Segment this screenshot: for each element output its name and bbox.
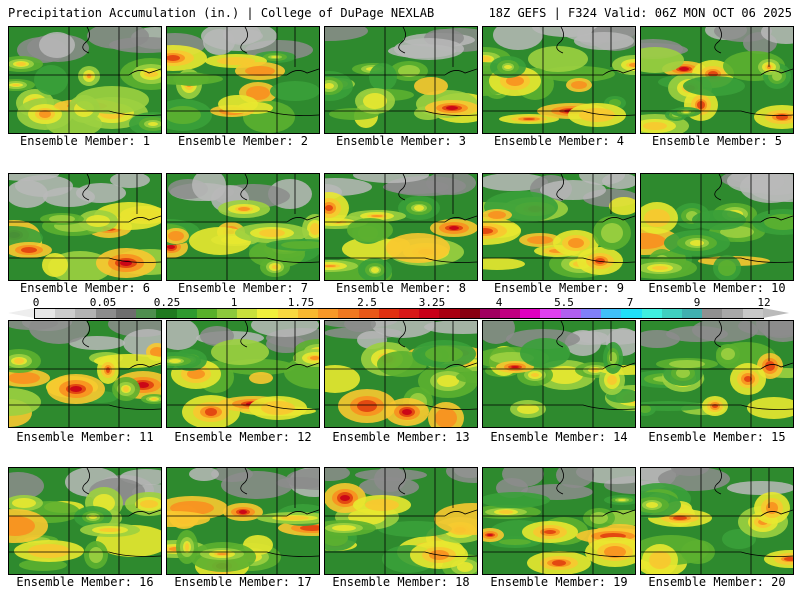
colorbar-swatch [318, 309, 339, 318]
colorbar-swatch [682, 309, 703, 318]
colorbar-swatch [641, 309, 662, 318]
colorbar-tick-label: 3.25 [418, 296, 446, 309]
ensemble-map-panel [640, 26, 794, 134]
ensemble-map-panel [166, 173, 320, 281]
colorbar-swatch [378, 309, 399, 318]
colorbar-tick-label: 1.75 [287, 296, 315, 309]
colorbar-tick-label: 1 [230, 296, 238, 309]
ensemble-member-label: Ensemble Member: 6 [19, 281, 151, 295]
ensemble-map-panel [640, 173, 794, 281]
colorbar-tick-label: 0.05 [89, 296, 117, 309]
colorbar-tick-label: 5.5 [554, 296, 574, 309]
ensemble-map-panel [324, 26, 478, 134]
map-title: Precipitation Accumulation (in.) | Colle… [8, 6, 435, 20]
ensemble-map-panel [324, 467, 478, 575]
ensemble-map-panel [8, 320, 162, 428]
ensemble-map-panel [166, 26, 320, 134]
ensemble-member-label: Ensemble Member: 10 [648, 281, 786, 295]
ensemble-map-panel [166, 320, 320, 428]
colorbar-swatch [216, 309, 238, 318]
ensemble-map-panel [482, 26, 636, 134]
colorbar-tick-label: 2.5 [357, 296, 377, 309]
colorbar-swatch [136, 309, 157, 318]
ensemble-member-label: Ensemble Member: 20 [648, 575, 786, 589]
ensemble-map-panel [482, 173, 636, 281]
colorbar-max-arrow [763, 308, 789, 318]
colorbar-swatch [237, 309, 258, 318]
ensemble-member-label: Ensemble Member: 16 [16, 575, 154, 589]
ensemble-map-panel [324, 320, 478, 428]
colorbar-swatch [257, 309, 278, 318]
colorbar-swatch [196, 309, 217, 318]
colorbar-swatch [722, 309, 743, 318]
colorbar-swatch [580, 309, 602, 318]
colorbar-swatch [338, 309, 359, 318]
colorbar-swatch [479, 309, 501, 318]
model-run-info: 18Z GEFS | F324 Valid: 06Z MON OCT 06 20… [488, 6, 792, 20]
ensemble-member-label: Ensemble Member: 8 [335, 281, 467, 295]
colorbar-swatch [55, 309, 76, 318]
colorbar-swatch [742, 309, 763, 318]
ensemble-member-label: Ensemble Member: 3 [335, 134, 467, 148]
colorbar-swatch [560, 309, 581, 318]
colorbar-swatch [95, 309, 116, 318]
ensemble-member-label: Ensemble Member: 7 [177, 281, 309, 295]
colorbar-swatch [156, 309, 177, 318]
ensemble-map-panel [8, 467, 162, 575]
colorbar-swatch [115, 309, 137, 318]
ensemble-map-panel [8, 26, 162, 134]
colorbar-swatch [702, 309, 723, 318]
ensemble-map-panel [640, 467, 794, 575]
colorbar-swatch [277, 309, 298, 318]
ensemble-member-label: Ensemble Member: 19 [490, 575, 628, 589]
ensemble-member-label: Ensemble Member: 12 [174, 430, 312, 444]
ensemble-member-label: Ensemble Member: 2 [177, 134, 309, 148]
colorbar-swatch [35, 309, 56, 318]
ensemble-member-label: Ensemble Member: 18 [332, 575, 470, 589]
colorbar-tick-label: 12 [757, 296, 771, 309]
ensemble-map-panel [8, 173, 162, 281]
colorbar-tick-label: 7 [626, 296, 634, 309]
colorbar-swatch [419, 309, 440, 318]
colorbar [34, 308, 764, 319]
colorbar-swatch [661, 309, 682, 318]
ensemble-member-label: Ensemble Member: 14 [490, 430, 628, 444]
colorbar-swatch [75, 309, 96, 318]
ensemble-map-panel [482, 467, 636, 575]
colorbar-swatch [358, 309, 379, 318]
ensemble-map-panel [166, 467, 320, 575]
ensemble-member-label: Ensemble Member: 11 [16, 430, 154, 444]
ensemble-map-panel [482, 320, 636, 428]
ensemble-member-label: Ensemble Member: 4 [493, 134, 625, 148]
ensemble-member-label: Ensemble Member: 5 [651, 134, 783, 148]
colorbar-swatch [459, 309, 480, 318]
ensemble-member-label: Ensemble Member: 13 [332, 430, 470, 444]
colorbar-swatch [500, 309, 521, 318]
colorbar-swatch [439, 309, 460, 318]
ensemble-member-label: Ensemble Member: 15 [648, 430, 786, 444]
ensemble-map-panel [640, 320, 794, 428]
colorbar-tick-label: 0.25 [153, 296, 181, 309]
colorbar-tick-label: 4 [495, 296, 503, 309]
ensemble-member-label: Ensemble Member: 1 [19, 134, 151, 148]
colorbar-tick-label: 0 [32, 296, 40, 309]
colorbar-min-arrow [8, 308, 34, 318]
colorbar-tick-label: 9 [693, 296, 701, 309]
colorbar-swatch [540, 309, 561, 318]
colorbar-swatch [520, 309, 541, 318]
colorbar-swatch [621, 309, 642, 318]
ensemble-member-label: Ensemble Member: 17 [174, 575, 312, 589]
ensemble-member-label: Ensemble Member: 9 [493, 281, 625, 295]
colorbar-swatch [601, 309, 622, 318]
ensemble-map-panel [324, 173, 478, 281]
colorbar-swatch [398, 309, 420, 318]
colorbar-swatch [297, 309, 319, 318]
colorbar-swatch [176, 309, 197, 318]
